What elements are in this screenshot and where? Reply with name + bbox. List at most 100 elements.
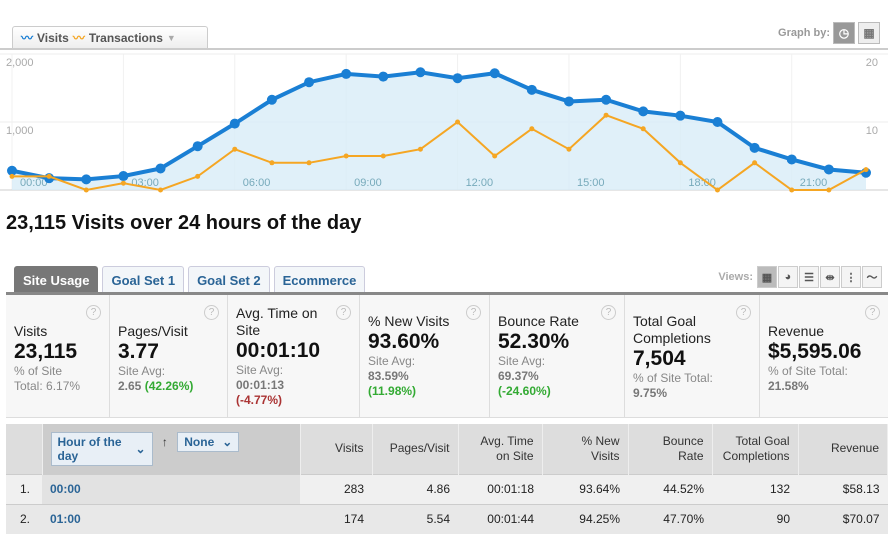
metric-sub: 9.75% (633, 386, 668, 400)
metric-sub: % of Site (14, 364, 63, 378)
y-left-tick-label: 1,000 (6, 125, 34, 137)
cell: 90 (712, 503, 798, 534)
col-visits[interactable]: Visits (300, 424, 373, 474)
help-icon[interactable]: ? (736, 305, 751, 320)
cell: 94.25% (542, 503, 628, 534)
trend-view-icon[interactable]: 〜 (862, 266, 882, 288)
metric-value: 3.77 (118, 340, 159, 363)
transactions-point (158, 187, 164, 193)
metric-sub: 69.37% (498, 369, 539, 383)
x-tick-label: 21:00 (800, 177, 828, 189)
page-title: 23,115 Visits over 24 hours of the day (6, 212, 362, 234)
sort-ascending-icon[interactable]: ↑ (161, 434, 168, 449)
transactions-point (232, 146, 238, 152)
chevron-down-icon: ⌄ (135, 441, 146, 456)
transactions-point (752, 160, 758, 166)
help-icon[interactable]: ? (466, 305, 481, 320)
visits-point (118, 171, 129, 182)
metric-delta: (42.26%) (144, 379, 194, 393)
views-switcher: Views: ▦ ◕ ☰ ⇹ ⋮ 〜 (718, 266, 882, 288)
metric-sub: % of Site Total: (768, 364, 848, 378)
metric-delta: (-4.77%) (236, 393, 283, 407)
x-tick-label: 09:00 (354, 177, 382, 189)
transactions-point (529, 126, 535, 132)
transactions-line (12, 114, 867, 192)
series-selector[interactable]: 〰 Visits 〰 Transactions ▼ (12, 26, 208, 48)
help-icon[interactable]: ? (86, 305, 101, 320)
transactions-point (566, 146, 572, 152)
col-goal-completions[interactable]: Total Goal Completions (712, 424, 799, 474)
tab-site-usage[interactable]: Site Usage (14, 266, 99, 293)
tab-ecommerce[interactable]: Ecommerce (273, 266, 366, 293)
transactions-point (826, 187, 832, 193)
metric-sub: Site Avg: (498, 354, 546, 368)
legend-transactions: Transactions (88, 30, 163, 45)
cell: 174 (300, 503, 372, 534)
help-icon[interactable]: ? (601, 305, 616, 320)
bar-view-icon[interactable]: ☰ (799, 266, 819, 288)
metric-sub: 83.59% (368, 369, 409, 383)
col-new-visits[interactable]: % New Visits (542, 424, 629, 474)
visits-point (81, 174, 92, 185)
pie-view-icon[interactable]: ◕ (778, 266, 798, 288)
visits-point (304, 77, 315, 88)
tab-divider (6, 292, 888, 295)
visits-point (601, 94, 612, 105)
table-row: 2. 01:00 174 5.54 00:01:44 94.25% 47.70%… (6, 503, 888, 534)
metric-label: % New Visits (368, 313, 450, 329)
row-number: 1. (6, 473, 42, 504)
visits-point (526, 84, 537, 95)
visits-point (192, 141, 203, 152)
clock-icon[interactable]: ◷ (833, 22, 855, 44)
x-tick-label: 00:00 (20, 177, 48, 189)
tab-goal-set-2[interactable]: Goal Set 2 (188, 266, 270, 293)
table-view-icon[interactable]: ▦ (757, 266, 777, 288)
pivot-view-icon[interactable]: ⋮ (841, 266, 861, 288)
transactions-point (83, 187, 89, 193)
transactions-point (269, 160, 275, 166)
col-pages-visit[interactable]: Pages/Visit (372, 424, 459, 474)
transactions-point (306, 160, 312, 166)
tab-goal-set-1[interactable]: Goal Set 1 (102, 266, 185, 293)
metric-sub: Site Avg: (368, 354, 416, 368)
x-tick-label: 06:00 (243, 177, 271, 189)
metric-visits: ? Visits 23,115 % of Site Total: 6.17% (6, 295, 110, 417)
transactions-point (455, 119, 461, 125)
transactions-point (640, 126, 646, 132)
dimension-label: Hour of the day (57, 434, 122, 463)
col-revenue[interactable]: Revenue (798, 424, 888, 474)
views-label: Views: (718, 271, 753, 283)
transactions-line-icon: 〰 (72, 31, 85, 45)
y-left-tick-label: 2,000 (6, 57, 34, 69)
help-icon[interactable]: ? (336, 305, 351, 320)
secondary-dimension-select[interactable]: None ⌄ (177, 431, 240, 452)
col-bounce-rate[interactable]: Bounce Rate (628, 424, 713, 474)
legend-visits: Visits (37, 30, 69, 45)
transactions-point (677, 160, 683, 166)
metric-sub: 2.65 (118, 379, 142, 393)
transactions-point (603, 112, 609, 118)
dropdown-arrow-icon: ▼ (166, 32, 176, 43)
transactions-point (9, 173, 15, 179)
dimension-header: Hour of the day ⌄ ↑ None ⌄ (42, 424, 301, 474)
col-avg-time[interactable]: Avg. Time on Site (458, 424, 543, 474)
visits-point (378, 71, 389, 82)
row-link[interactable]: 01:00 (42, 503, 300, 534)
help-icon[interactable]: ? (204, 305, 219, 320)
calendar-icon[interactable]: ▦ (858, 22, 880, 44)
comparison-view-icon[interactable]: ⇹ (820, 266, 840, 288)
secondary-label: None (184, 434, 215, 449)
row-link[interactable]: 00:00 (42, 473, 300, 504)
chevron-down-icon: ⌄ (222, 434, 233, 449)
visits-point (489, 68, 500, 79)
metric-sub: % of Site Total: (633, 371, 713, 385)
visits-point (823, 164, 834, 175)
y-right-tick-label: 20 (866, 57, 878, 69)
transactions-point (492, 153, 498, 159)
dimension-select[interactable]: Hour of the day ⌄ (50, 431, 153, 466)
metric-value: 23,115 (14, 340, 78, 363)
cell: 00:01:44 (458, 503, 542, 534)
visits-point (341, 68, 352, 79)
help-icon[interactable]: ? (865, 305, 880, 320)
transactions-point (46, 173, 52, 179)
